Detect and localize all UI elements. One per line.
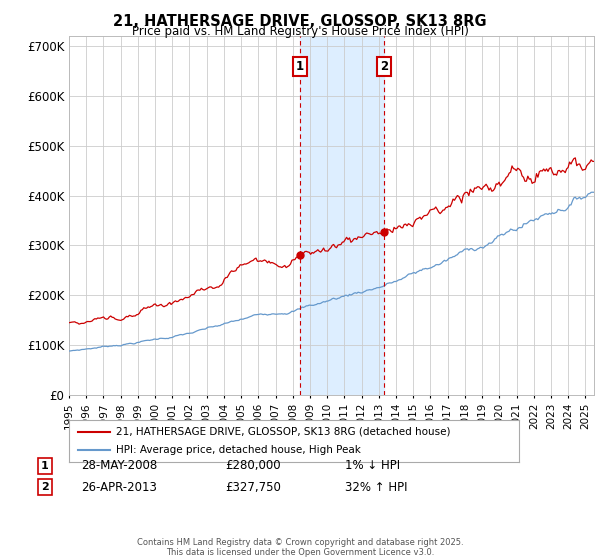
Text: 32% ↑ HPI: 32% ↑ HPI bbox=[345, 480, 407, 494]
Text: 2: 2 bbox=[41, 482, 49, 492]
Text: 21, HATHERSAGE DRIVE, GLOSSOP, SK13 8RG: 21, HATHERSAGE DRIVE, GLOSSOP, SK13 8RG bbox=[113, 14, 487, 29]
Text: 21, HATHERSAGE DRIVE, GLOSSOP, SK13 8RG (detached house): 21, HATHERSAGE DRIVE, GLOSSOP, SK13 8RG … bbox=[116, 427, 451, 437]
Text: 2: 2 bbox=[380, 60, 388, 73]
Text: 28-MAY-2008: 28-MAY-2008 bbox=[81, 459, 157, 473]
Text: 1: 1 bbox=[41, 461, 49, 471]
Text: 1: 1 bbox=[296, 60, 304, 73]
Bar bbox=[300, 36, 385, 395]
Text: Contains HM Land Registry data © Crown copyright and database right 2025.
This d: Contains HM Land Registry data © Crown c… bbox=[137, 538, 463, 557]
Text: Price paid vs. HM Land Registry's House Price Index (HPI): Price paid vs. HM Land Registry's House … bbox=[131, 25, 469, 38]
Text: HPI: Average price, detached house, High Peak: HPI: Average price, detached house, High… bbox=[116, 445, 361, 455]
Text: £327,750: £327,750 bbox=[225, 480, 281, 494]
Text: 26-APR-2013: 26-APR-2013 bbox=[81, 480, 157, 494]
Text: 1% ↓ HPI: 1% ↓ HPI bbox=[345, 459, 400, 473]
Text: £280,000: £280,000 bbox=[225, 459, 281, 473]
